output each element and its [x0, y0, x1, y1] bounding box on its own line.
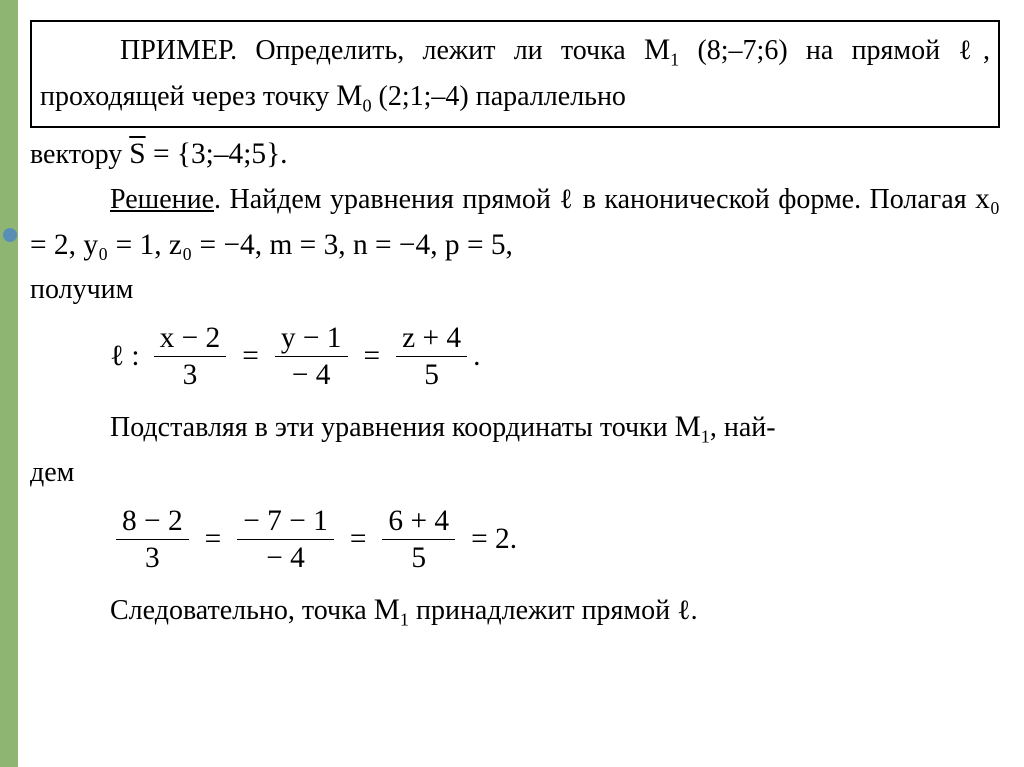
- ell-prefix: ℓ :: [110, 334, 140, 380]
- frac-y-den: − 4: [286, 357, 337, 391]
- nfrac-3-den: 5: [405, 540, 432, 574]
- left-bar: [0, 0, 18, 767]
- neq-1: =: [205, 517, 222, 563]
- frac-x-num: x − 2: [154, 322, 227, 357]
- eq-1: =: [242, 334, 259, 380]
- nfrac-1: 8 − 2 3: [116, 505, 189, 575]
- M0-sub: 0: [362, 95, 371, 115]
- dem-line: дем: [30, 451, 1000, 494]
- solution-intro: Решение. Найдем уравнения прямой ℓ в кан…: [30, 177, 1000, 268]
- solution-part1: . Найдем уравнения прямой: [214, 184, 551, 215]
- concl-period: .: [691, 595, 698, 626]
- M1-b: M: [675, 411, 701, 443]
- result: = 2.: [471, 517, 517, 563]
- nfrac-2-den: − 4: [260, 540, 311, 574]
- frac-x: x − 2 3: [154, 322, 227, 392]
- frac-y-num: y − 1: [275, 322, 348, 357]
- subst-part2: , най-: [710, 412, 776, 443]
- problem-part2: на прямой: [806, 35, 940, 66]
- nfrac-3-num: 6 + 4: [382, 505, 455, 540]
- vector-word: вектору: [30, 139, 122, 170]
- ell-3: ℓ: [677, 595, 690, 626]
- frac-x-den: 3: [177, 357, 204, 391]
- nfrac-2: − 7 − 1 − 4: [237, 505, 334, 575]
- M1: M: [644, 34, 670, 66]
- problem-part4: параллельно: [476, 81, 626, 112]
- nfrac-3: 6 + 4 5: [382, 505, 455, 575]
- S-eq: = {3;–4;5}.: [153, 138, 288, 170]
- M0: M: [336, 80, 362, 112]
- left-bullet: [3, 228, 17, 242]
- neq-2: =: [350, 517, 367, 563]
- nfrac-1-den: 3: [139, 540, 166, 574]
- got-line: получим: [30, 268, 1000, 311]
- vector-line: вектору S = {3;–4;5}.: [30, 132, 1000, 178]
- concl-part1: Следовательно, точка: [110, 595, 367, 626]
- period-1: .: [473, 334, 480, 380]
- M1-b-sub: 1: [701, 427, 710, 447]
- concl-part2: принадлежит прямой: [416, 595, 670, 626]
- ell-1: ℓ: [958, 35, 983, 66]
- M1-c-sub: 1: [400, 610, 409, 630]
- problem-box: ПРИМЕР. Определить, лежит ли точка M1 (8…: [30, 20, 1000, 128]
- solution-label: Решение: [110, 184, 214, 215]
- conclusion-line: Следовательно, точка M1 принадлежит прям…: [30, 588, 1000, 634]
- subst-part1: Подставляя в эти уравнения координаты то…: [110, 412, 668, 443]
- problem-part1: Определить, лежит ли точка: [255, 35, 625, 66]
- eq-2: =: [364, 334, 381, 380]
- M1-c: M: [374, 594, 400, 626]
- frac-y: y − 1 − 4: [275, 322, 348, 392]
- M1-coords: (8;–7;6): [697, 35, 787, 66]
- M0-coords: (2;1;–4): [379, 81, 469, 112]
- canonical-equation: ℓ : x − 2 3 = y − 1 − 4 = z + 4 5 .: [30, 322, 1000, 392]
- nfrac-1-num: 8 − 2: [116, 505, 189, 540]
- example-label: ПРИМЕР.: [120, 35, 237, 66]
- solution-part2: в канонической форме. Полагая: [583, 184, 967, 215]
- frac-z-den: 5: [418, 357, 445, 391]
- substitute-line: Подставляя в эти уравнения координаты то…: [30, 405, 1000, 451]
- frac-z-num: z + 4: [396, 322, 467, 357]
- frac-z: z + 4 5: [396, 322, 467, 392]
- S-bar: S: [129, 140, 145, 169]
- nfrac-2-num: − 7 − 1: [237, 505, 334, 540]
- ell-2: ℓ: [559, 184, 574, 215]
- numeric-equation: 8 − 2 3 = − 7 − 1 − 4 = 6 + 4 5 = 2.: [30, 505, 1000, 575]
- document-content: ПРИМЕР. Определить, лежит ли точка M1 (8…: [30, 20, 1000, 634]
- M1-sub: 1: [670, 50, 679, 70]
- problem-text: ПРИМЕР. Определить, лежит ли точка M1 (8…: [40, 28, 990, 120]
